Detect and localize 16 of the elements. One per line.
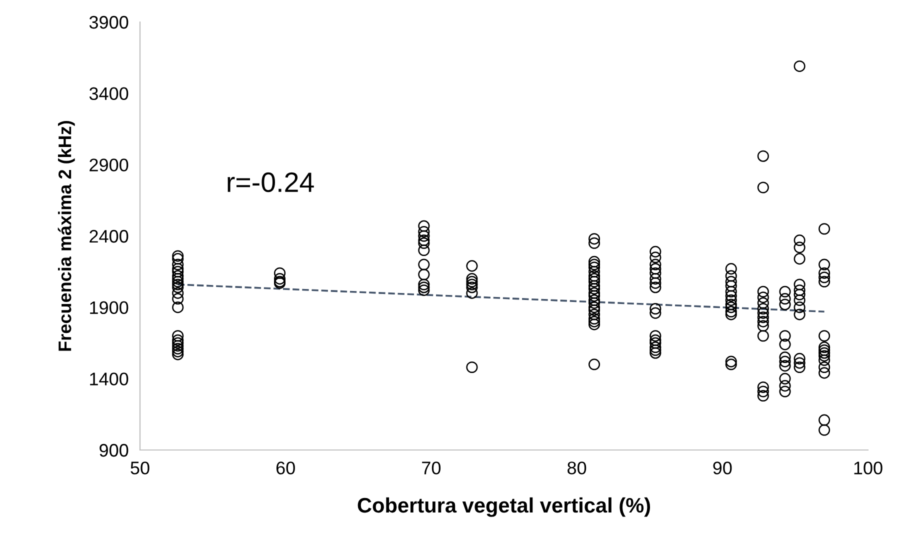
y-tick-label: 3400 <box>89 87 128 100</box>
y-tick-label: 900 <box>100 444 128 457</box>
x-tick-label: 70 <box>422 462 441 474</box>
x-axis-title: Cobertura vegetal vertical (%) <box>358 497 650 517</box>
y-tick-label: 1900 <box>90 301 128 314</box>
x-tick-label: 100 <box>854 462 882 474</box>
x-tick-label: 60 <box>276 462 295 474</box>
annotation: r=-0.24 <box>228 172 314 192</box>
y-axis-title: Frecuencia máxima 2 (kHz) <box>58 120 75 351</box>
y-tick-label: 3900 <box>89 16 128 29</box>
y-tick-label: 2400 <box>90 230 128 243</box>
y-tick-label: 1400 <box>90 372 128 386</box>
x-tick-label: 50 <box>130 462 150 474</box>
x-tick-label: 90 <box>713 462 732 474</box>
y-tick-label: 2900 <box>90 158 128 172</box>
x-tick-label: 80 <box>568 462 586 474</box>
